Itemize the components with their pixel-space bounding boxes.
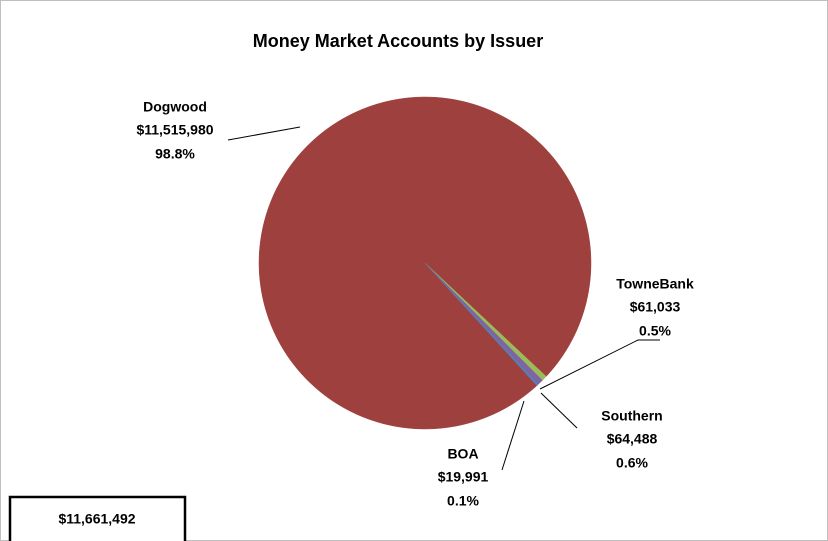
total-label: $11,661,492 bbox=[58, 511, 135, 527]
slice-label: Southern bbox=[601, 408, 662, 424]
slice-label: TowneBank bbox=[616, 276, 694, 292]
leader-line bbox=[227, 126, 301, 141]
leader-line bbox=[540, 392, 578, 429]
slice-percent-label: 0.6% bbox=[616, 455, 648, 471]
slice-percent-label: 0.1% bbox=[447, 493, 479, 509]
pie-slice bbox=[424, 262, 539, 386]
total-box bbox=[8, 495, 187, 541]
slice-label: BOA bbox=[447, 446, 478, 462]
chart-title: Money Market Accounts by Issuer bbox=[253, 31, 543, 51]
slice-percent-label: 98.8% bbox=[155, 146, 195, 162]
leader-line bbox=[539, 339, 660, 390]
slice-value-label: $61,033 bbox=[630, 299, 681, 315]
leader-line bbox=[501, 400, 525, 471]
slice-value-label: $11,515,980 bbox=[136, 122, 213, 138]
slice-value-label: $64,488 bbox=[607, 431, 658, 447]
slice-value-label: $19,991 bbox=[438, 469, 489, 485]
slice-label: Dogwood bbox=[143, 99, 207, 115]
pie-slice bbox=[258, 96, 592, 430]
slice-percent-label: 0.5% bbox=[639, 323, 671, 339]
